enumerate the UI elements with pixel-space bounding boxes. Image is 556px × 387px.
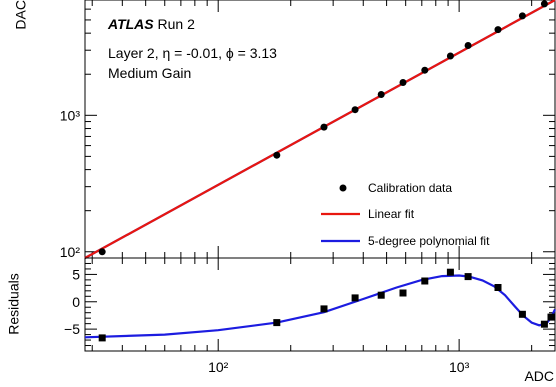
calibration-point — [377, 91, 385, 98]
calibration-point — [494, 26, 502, 34]
annotation-layer: Layer 2, η = -0.01, ϕ = 3.13 — [108, 45, 277, 61]
bottom-x-tick-label: 10² — [208, 359, 229, 375]
bottom-plot-frame — [84, 257, 556, 352]
residual-point — [320, 305, 328, 313]
top-ticks: 10² 10³ — [60, 0, 555, 260]
residual-point — [421, 277, 429, 285]
top-y-tick-label: 10³ — [60, 107, 81, 123]
residual-point — [518, 310, 526, 318]
legend-label-data: Calibration data — [368, 181, 452, 195]
residual-point — [494, 284, 502, 291]
legend-label-poly: 5-degree polynomial fit — [368, 234, 490, 248]
top-ylabel: DAC — [13, 0, 29, 30]
bottom-x-tick-label: 10³ — [449, 359, 470, 375]
calibration-point — [320, 123, 328, 131]
residual-point — [399, 289, 407, 297]
annotation-experiment: ATLAS Run 2 — [107, 16, 195, 32]
calibration-point — [351, 106, 359, 114]
top-y-tick-label: 10² — [60, 244, 81, 260]
annotation-gain: Medium Gain — [108, 65, 191, 81]
bottom-xlabel: ADC — [524, 368, 554, 384]
residual-point — [351, 294, 359, 302]
bottom-ylabel: Residuals — [6, 273, 22, 334]
top-panel: 10² 10³ DAC ATLAS Run 2 Layer 2, η = -0.0… — [13, 0, 556, 260]
experiment-label: ATLAS — [107, 16, 154, 32]
residual-point — [377, 291, 385, 299]
calibration-point — [421, 66, 429, 74]
calibration-point — [518, 12, 526, 20]
calibration-point — [464, 42, 472, 49]
bottom-y-tick-label: 0 — [72, 294, 80, 310]
top-linear-fit-line — [84, 0, 556, 259]
run-label: Run 2 — [154, 16, 195, 32]
calibration-point — [446, 52, 454, 60]
calibration-point — [540, 0, 548, 8]
bottom-y-tick-label: 5 — [72, 266, 80, 282]
residual-point — [540, 320, 548, 328]
legend-label-linear: Linear fit — [368, 207, 415, 221]
calibration-point — [273, 151, 281, 159]
top-series — [84, 0, 556, 259]
residual-poly-fit-line — [84, 274, 556, 339]
legend-marker-data — [339, 184, 347, 192]
residual-point — [464, 273, 472, 281]
bottom-panel: 10² 10³ 5 0 −5 Residuals ADC — [6, 257, 556, 384]
residual-point — [98, 334, 106, 342]
bottom-y-tick-label: −5 — [64, 321, 80, 337]
legend: Calibration data Linear fit 5-degree pol… — [321, 181, 490, 248]
calibration-point — [399, 79, 407, 86]
residual-point — [547, 313, 555, 321]
bottom-ticks: 10² 10³ 5 0 −5 — [64, 257, 555, 375]
residual-point — [273, 319, 281, 327]
calibration-point — [98, 248, 106, 256]
residual-point — [446, 268, 454, 276]
bottom-series — [84, 268, 556, 342]
